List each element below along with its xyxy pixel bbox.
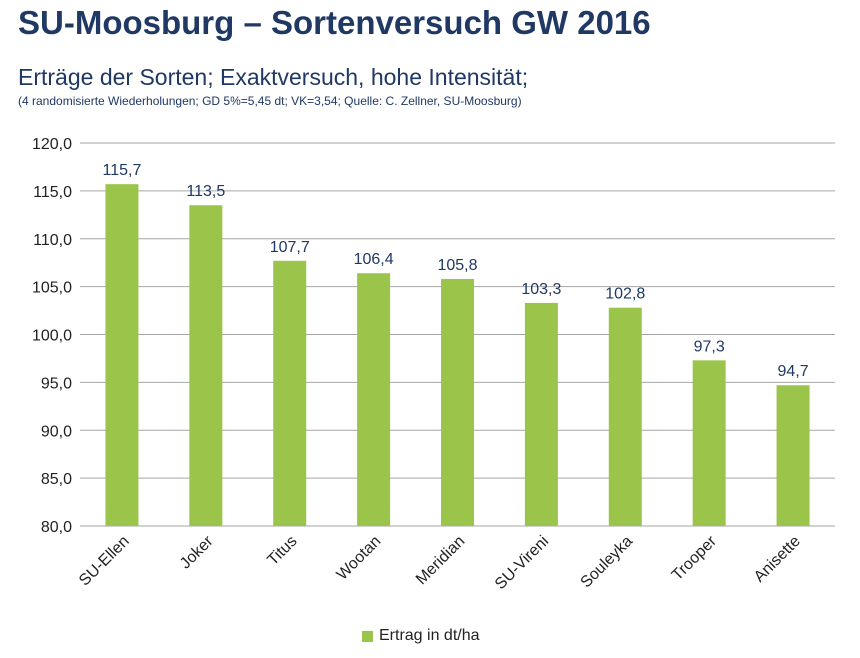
chart-subtitle: Erträge der Sorten; Exaktversuch, hohe I… [18,64,529,90]
y-tick-label: 90,0 [41,423,72,440]
y-tick-label: 85,0 [41,471,72,488]
bar [776,385,810,526]
y-tick-label: 110,0 [33,232,72,249]
legend-swatch [362,630,373,642]
data-label: 103,3 [521,281,561,298]
data-label: 94,7 [777,363,808,380]
category-label: Souleyka [578,533,637,592]
bar [608,307,642,526]
category-label: Anisette [751,533,804,586]
data-label: 106,4 [354,251,394,268]
category-labels: SU-Ellen Joker Titus Wootan Meridian SU-Viren… [76,532,804,593]
category-label: Titus [264,533,300,569]
data-label: 102,8 [605,286,645,303]
y-axis-ticks: 80,0 85,0 90,0 95,0 100,0 105,0 110,0 115,0 120,… [32,136,72,536]
bars [105,184,810,527]
bar [189,205,223,527]
bar [273,260,307,526]
chart-note: (4 randomisierte Wiederholungen; GD 5%=5… [18,94,522,108]
y-tick-label: 105,0 [32,280,72,297]
category-label: Wootan [334,533,385,584]
y-tick-label: 115,0 [33,184,72,201]
category-label: SU-Ellen [76,533,133,590]
y-tick-label: 120,0 [32,136,72,153]
y-tick-label: 100,0 [32,328,72,345]
bar [105,184,139,527]
chart-title: SU-Moosburg – Sortenversuch GW 2016 [18,4,651,41]
data-label: 107,7 [270,239,310,256]
y-tick-label: 80,0 [41,519,72,536]
data-label: 113,5 [186,183,225,200]
legend: Ertrag in dt/ha [362,627,480,645]
bar [524,302,558,526]
data-label: 97,3 [694,338,725,355]
legend-label: Ertrag in dt/ha [379,627,480,644]
bar [692,360,726,526]
y-tick-label: 95,0 [41,375,72,392]
category-label: Joker [177,532,217,572]
category-label: SU-Vireni [492,533,552,593]
data-labels: 115,7 113,5 107,7 106,4 105,8 103,3 102,8 97,3 9… [103,162,809,380]
category-label: Trooper [669,532,721,584]
category-label: Meridian [413,533,468,588]
data-label: 105,8 [437,257,477,274]
data-label: 115,7 [103,162,142,179]
bar [441,278,474,526]
bar [357,273,391,526]
